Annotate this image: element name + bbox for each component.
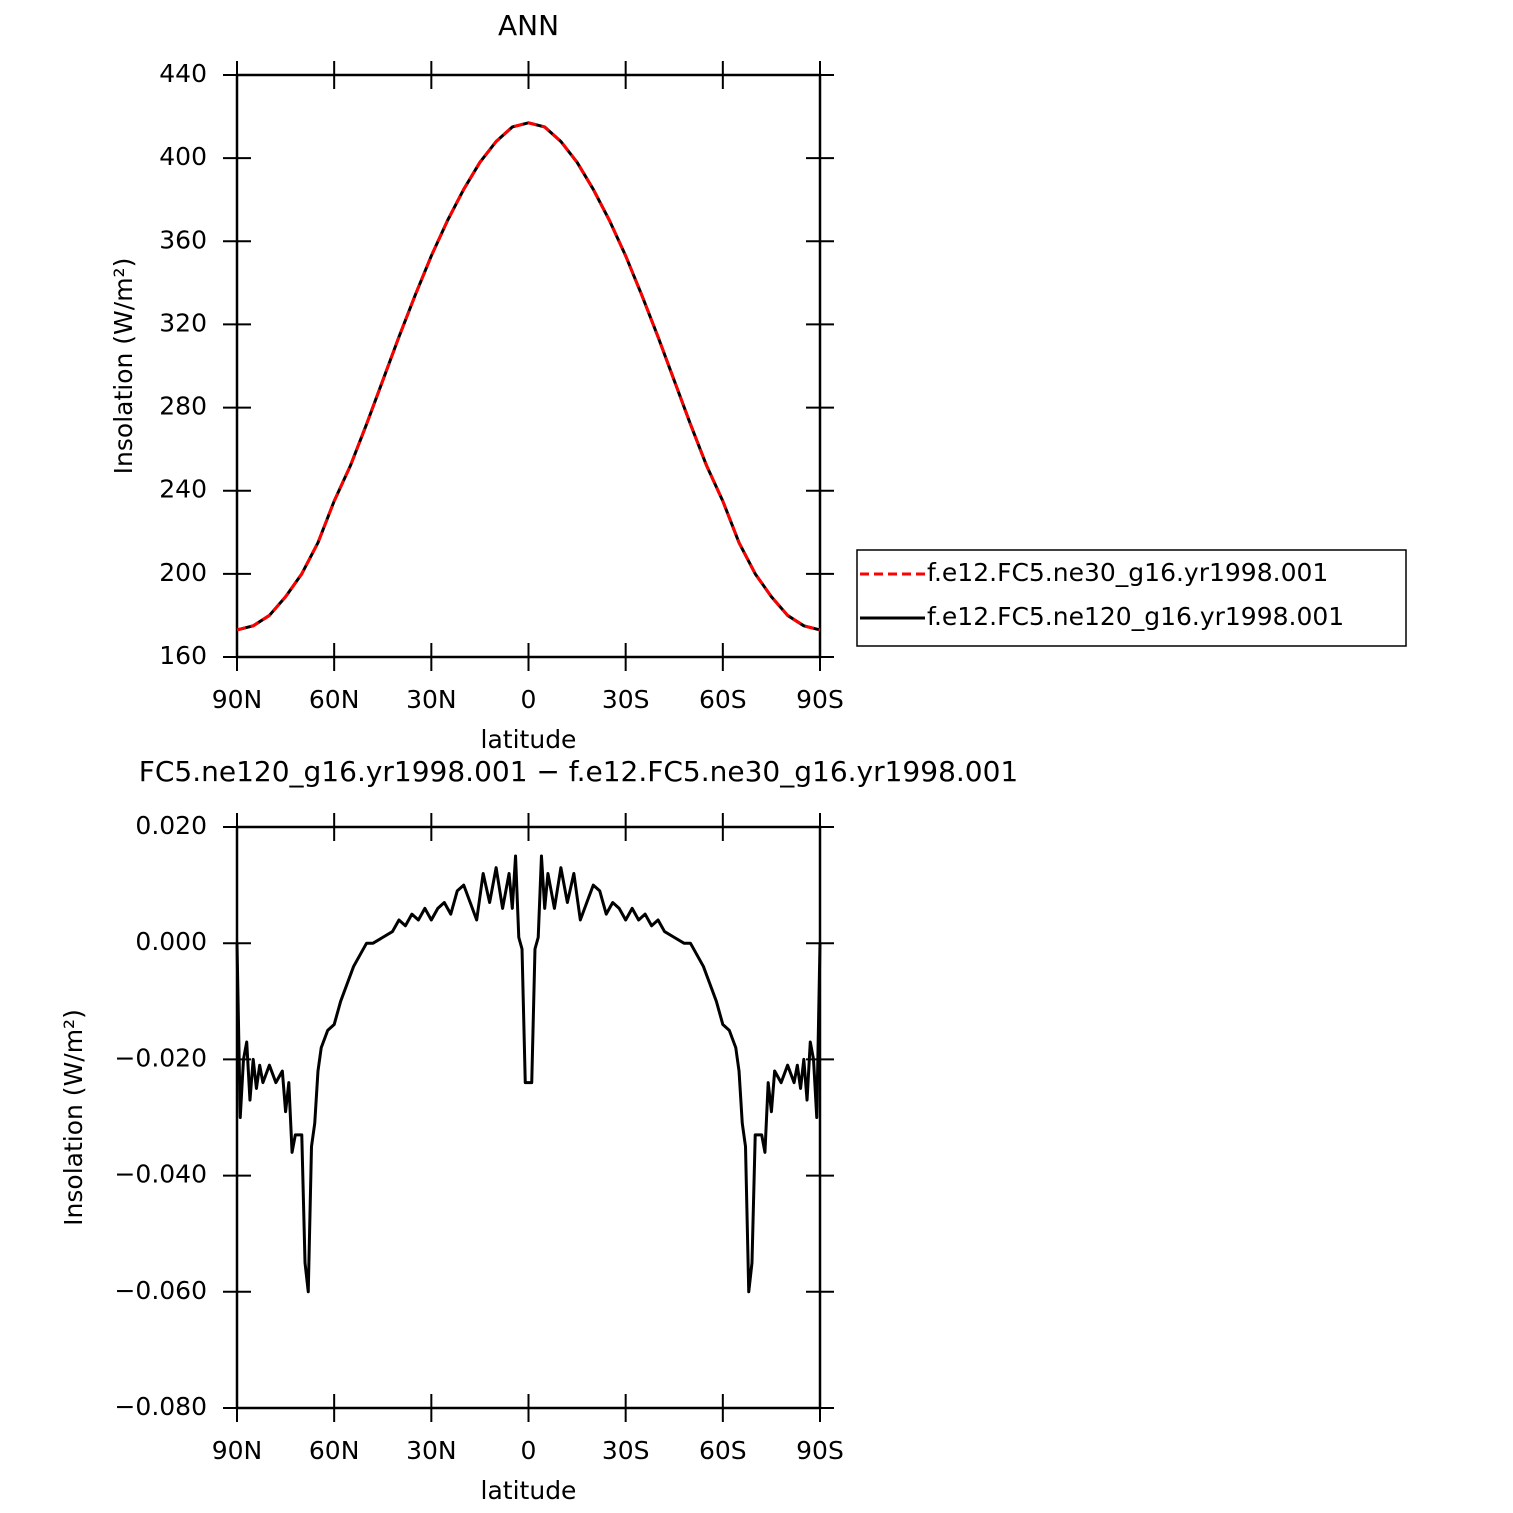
y-tick-label: −0.060 [114, 1276, 207, 1305]
legend-label: f.e12.FC5.ne120_g16.yr1998.001 [927, 602, 1344, 631]
data-line [236, 121, 821, 632]
y-tick-label: 160 [159, 641, 207, 670]
x-axis-label: latitude [481, 725, 577, 754]
y-tick-label: 400 [159, 142, 207, 171]
y-axis-label: Insolation (W/m²) [109, 258, 138, 475]
x-tick-label: 90S [796, 685, 844, 714]
x-tick-label: 30N [406, 1436, 457, 1465]
x-tick-label: 0 [521, 685, 537, 714]
chart-title: ANN [498, 9, 559, 42]
x-tick-label: 0 [521, 1436, 537, 1465]
chart-title: FC5.ne120_g16.yr1998.001 − f.e12.FC5.ne3… [139, 755, 1018, 788]
x-tick-label: 30N [406, 685, 457, 714]
y-tick-label: −0.080 [114, 1392, 207, 1421]
y-tick-label: 0.000 [135, 927, 207, 956]
x-tick-label: 90N [212, 1436, 263, 1465]
data-line [235, 854, 822, 1294]
plot-frame [235, 73, 822, 659]
x-tick-label: 60S [699, 685, 747, 714]
y-tick-label: 240 [159, 475, 207, 504]
x-tick-label: 60N [309, 685, 360, 714]
x-tick-label: 90S [796, 1436, 844, 1465]
y-tick-label: 320 [159, 308, 207, 337]
x-tick-label: 60N [309, 1436, 360, 1465]
y-tick-label: −0.020 [114, 1043, 207, 1072]
x-axis-label: latitude [481, 1476, 577, 1505]
data-line [236, 121, 821, 632]
y-tick-label: 200 [159, 558, 207, 587]
y-tick-label: 440 [159, 59, 207, 88]
y-tick-label: 360 [159, 225, 207, 254]
y-tick-label: 0.020 [135, 811, 207, 840]
x-tick-label: 90N [212, 685, 263, 714]
y-axis-label: Insolation (W/m²) [59, 1009, 88, 1226]
x-tick-label: 60S [699, 1436, 747, 1465]
legend-label: f.e12.FC5.ne30_g16.yr1998.001 [927, 558, 1328, 587]
plot-frame [235, 825, 822, 1410]
x-tick-label: 30S [602, 685, 650, 714]
y-tick-label: 280 [159, 392, 207, 421]
legend-box [856, 549, 1407, 647]
y-tick-label: −0.040 [114, 1160, 207, 1189]
x-tick-label: 30S [602, 1436, 650, 1465]
